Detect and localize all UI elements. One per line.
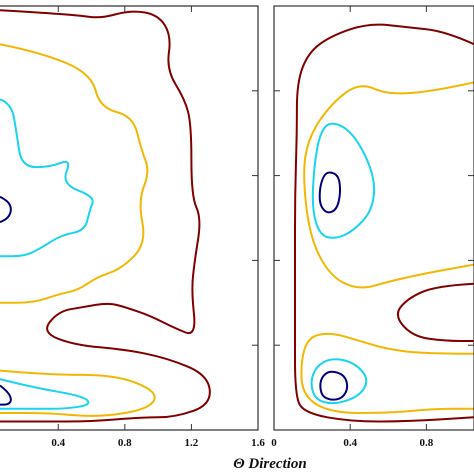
left-contour-level-1-line-1 [0, 9, 211, 423]
right-contour-lines [293, 23, 474, 423]
left-contour-level-2-line-3 [0, 369, 156, 417]
right-panel-frame [273, 5, 474, 431]
left-contour-level-4-line-6 [0, 195, 12, 224]
right-contour-panel: 0 0.4 0.8 [271, 5, 474, 449]
right-x-tick-label-2: 0.4 [343, 437, 357, 449]
right-panel-ticks [274, 6, 474, 430]
right-contour-level-2-line-4 [300, 332, 474, 414]
right-contour-level-1-line-2 [396, 282, 474, 342]
right-x-tick-labels: 0 0.4 0.8 [271, 437, 434, 449]
right-contour-level-1-line-1 [293, 23, 474, 423]
left-x-tick-labels: 0.4 0.8 1.2 1.6 [51, 437, 265, 449]
left-contour-level-4-line-7 [0, 384, 12, 406]
left-x-tick-label-2: 0.8 [118, 437, 132, 449]
right-contour-level-3-line-5 [311, 122, 376, 239]
left-contour-lines [0, 9, 211, 423]
left-panel-ticks [57, 6, 258, 430]
left-contour-panel: 0.4 0.8 1.2 1.6 [0, 5, 265, 449]
right-x-tick-label-1: 0 [271, 437, 277, 449]
left-x-tick-label-3: 1.2 [185, 437, 199, 449]
left-contour-level-3-line-5 [0, 378, 90, 410]
right-x-tick-label-3: 0.8 [420, 437, 434, 449]
left-panel-frame [0, 5, 259, 431]
right-contour-level-4-line-8 [319, 370, 349, 401]
right-contour-level-2-line-3 [303, 81, 474, 289]
left-contour-level-2-line-2 [0, 43, 149, 304]
right-contour-level-3-line-6 [310, 358, 368, 405]
right-contour-level-4-line-7 [318, 171, 342, 214]
left-contour-level-3-line-4 [0, 98, 94, 258]
x-axis-title: Θ Direction [233, 456, 307, 472]
left-x-tick-label-1: 0.4 [51, 437, 65, 449]
left-x-tick-label-4: 1.6 [251, 437, 265, 449]
